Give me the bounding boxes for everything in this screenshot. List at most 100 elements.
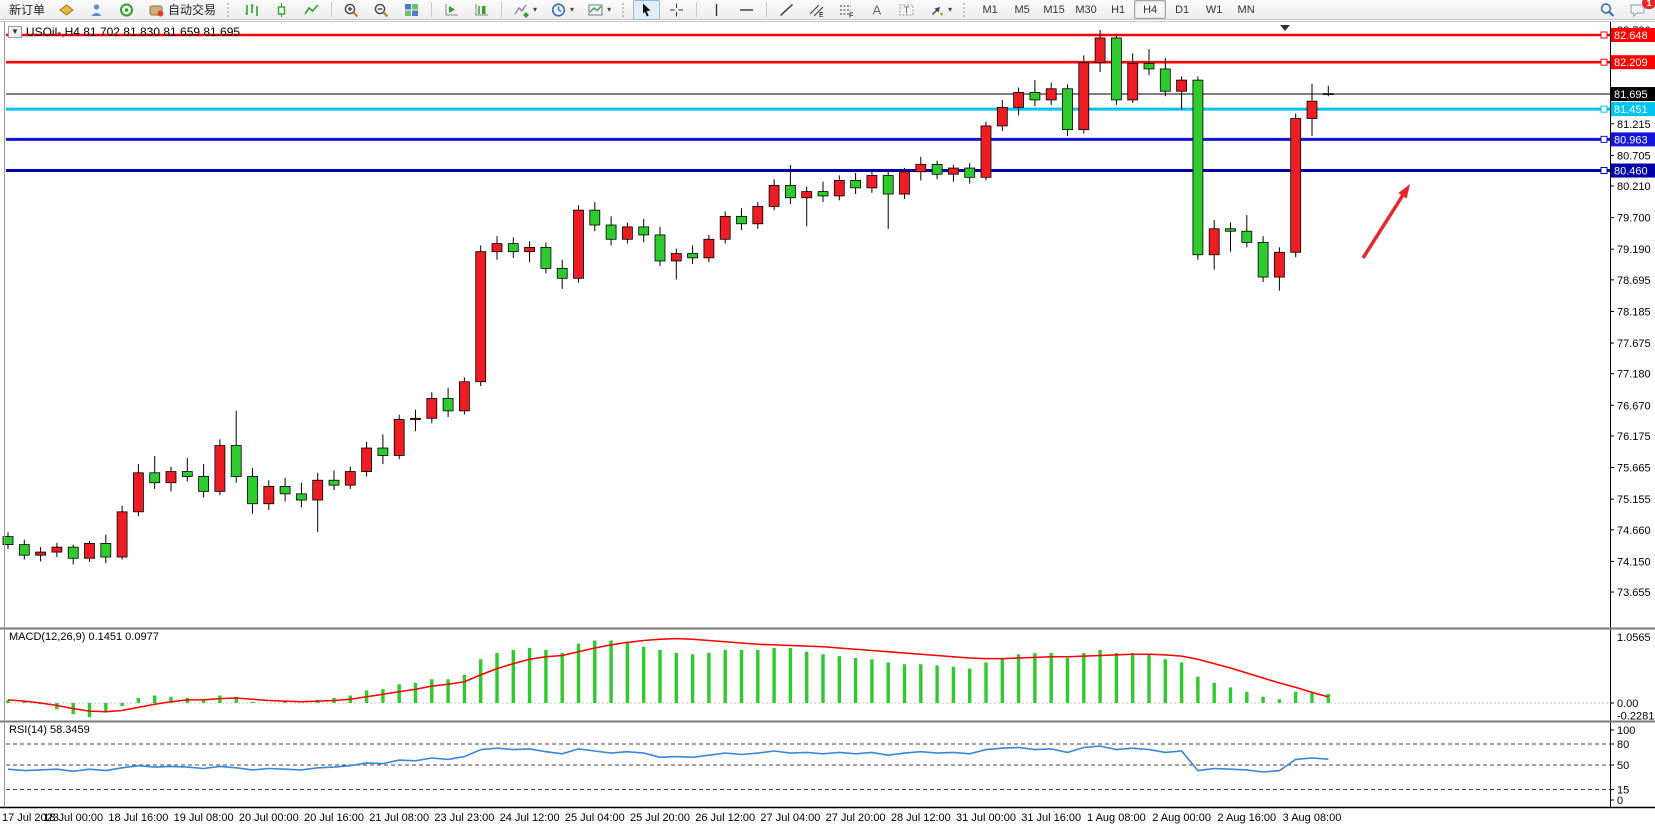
candle-body (1225, 228, 1236, 232)
crosshair-icon[interactable] (663, 0, 690, 20)
candle-body (1208, 228, 1220, 256)
periods-icon[interactable]: ▾ (545, 0, 579, 20)
templates-icon[interactable]: ▾ (582, 0, 616, 20)
rsi-axis-label: 15 (1617, 785, 1629, 797)
date-axis-label: 3 Aug 08:00 (1283, 812, 1342, 824)
zoom-out-icon[interactable] (368, 0, 395, 20)
new-order-button[interactable]: 新订单 (4, 0, 50, 20)
price-tick-label: 76.670 (1617, 400, 1651, 412)
line-chart-icon[interactable] (298, 0, 325, 20)
timeframe-m30[interactable]: M30 (1075, 3, 1097, 16)
price-tick-label: 78.695 (1617, 275, 1651, 287)
periods-icon-dropdown[interactable]: ▾ (570, 5, 575, 14)
date-axis-label: 21 Jul 08:00 (369, 812, 429, 824)
text-label-icon[interactable]: T (893, 0, 920, 20)
annotation-arrow[interactable] (1361, 194, 1405, 259)
timeframe-w1[interactable]: W1 (1205, 3, 1223, 16)
candle-body (524, 246, 535, 253)
candle-body (1062, 88, 1073, 131)
market-watch-icon[interactable] (83, 0, 110, 20)
date-axis-label: 28 Jul 12:00 (891, 812, 951, 824)
candlestick-icon[interactable] (268, 0, 295, 20)
candle-body (1078, 62, 1090, 131)
macd-signal-line (7, 637, 1329, 713)
timeframe-h4[interactable]: H4 (1134, 0, 1167, 19)
date-axis-label: 31 Jul 00:00 (956, 812, 1016, 824)
chart-title-bar[interactable]: ▼ USOil-,H4 81.702 81.830 81.659 81.695 (8, 25, 240, 39)
price-tick-label: 75.665 (1617, 463, 1651, 475)
level-handle-80.963[interactable] (1600, 135, 1608, 143)
channel-icon[interactable]: E (803, 0, 830, 20)
toolbar-grip (622, 2, 627, 17)
chart-background (0, 21, 1655, 830)
candle-body (589, 209, 601, 226)
candle-body (605, 224, 617, 240)
ohlc-bars-icon[interactable] (238, 0, 265, 20)
date-axis-label: 1 Aug 08:00 (1087, 812, 1146, 824)
toolbar-separator (696, 2, 698, 17)
indicators-icon[interactable]: ▾ (508, 0, 542, 20)
auto-scroll-icon[interactable] (438, 0, 465, 20)
candle-body (931, 163, 943, 175)
candle-body (165, 471, 177, 484)
indicators-icon-dropdown[interactable]: ▾ (533, 5, 538, 14)
horizontal-line-icon[interactable] (733, 0, 760, 20)
candle-body (768, 184, 780, 207)
price-tick-label: 74.660 (1617, 525, 1651, 537)
candle-body (35, 551, 46, 556)
candle-body (507, 243, 519, 253)
timeframe-m15[interactable]: M15 (1043, 3, 1065, 16)
level-handle-81.451[interactable] (1600, 105, 1608, 113)
candle-body (638, 226, 650, 236)
main-chart-canvas[interactable]: 82.73081.21580.70580.21079.70079.19078.6… (0, 21, 1655, 830)
candle-body (116, 511, 128, 558)
navigator-icon[interactable] (113, 0, 140, 20)
chart-shift-marker[interactable] (1280, 25, 1290, 31)
timeframe-h1[interactable]: H1 (1111, 3, 1126, 16)
candle-body (361, 447, 373, 472)
candle-body (214, 445, 226, 492)
chat-button[interactable]: 1 (1624, 0, 1655, 20)
level-handle-82.648[interactable] (1600, 31, 1608, 39)
autotrading-button[interactable]: 自动交易 (143, 0, 221, 20)
svg-text:E: E (819, 12, 824, 18)
fibonacci-icon[interactable]: F (833, 0, 860, 20)
toolbar: 新订单 自动交易 ▾ ▾ ▾ E F A T ▾ M1 M5 M15 M30 H1 H4 D1 W1 MN 1 (0, 0, 1655, 20)
candle-body (882, 175, 894, 195)
text-icon[interactable]: A (863, 0, 890, 20)
date-axis-label: 23 Jul 23:00 (434, 812, 494, 824)
candle-body (850, 180, 861, 189)
level-handle-80.460[interactable] (1600, 167, 1608, 175)
timeframe-m1[interactable]: M1 (982, 3, 998, 16)
arrows-icon[interactable]: ▾ (923, 0, 957, 20)
candle-body (736, 215, 747, 225)
toolbar-separator (501, 2, 503, 17)
cursor-icon[interactable] (633, 0, 661, 20)
level-handle-82.209[interactable] (1600, 58, 1608, 66)
symbol-dropdown-icon[interactable]: ▼ (8, 26, 22, 38)
trendline-icon[interactable] (773, 0, 800, 20)
candle-body (2, 536, 14, 546)
chart-shift-icon[interactable] (468, 0, 495, 20)
date-axis-label: 25 Jul 20:00 (630, 812, 690, 824)
chart-window: 82.73081.21580.70580.21079.70079.19078.6… (0, 21, 1655, 830)
zoom-in-icon[interactable] (338, 0, 365, 20)
vertical-line-icon[interactable] (703, 0, 730, 20)
level-price-label: 80.460 (1614, 166, 1648, 178)
arrows-icon-dropdown[interactable]: ▾ (948, 5, 953, 14)
date-axis-label: 31 Jul 16:00 (1021, 812, 1081, 824)
templates-icon-dropdown[interactable]: ▾ (607, 5, 612, 14)
search-icon[interactable] (1594, 0, 1621, 20)
toolbar-grip (227, 2, 232, 17)
timeframe-d1[interactable]: D1 (1175, 3, 1190, 16)
candle-body (964, 167, 976, 178)
timeframe-mn[interactable]: MN (1237, 3, 1255, 16)
level-price-label-box (1611, 132, 1655, 147)
tile-windows-icon[interactable] (398, 0, 425, 20)
timeframe-m5[interactable]: M5 (1014, 3, 1030, 16)
bid-price-label: 81.695 (1614, 89, 1648, 101)
candle-body (654, 234, 666, 262)
macd-label: MACD(12,26,9) 0.1451 0.0977 (9, 631, 159, 643)
history-center-icon[interactable] (53, 0, 80, 20)
chat-badge: 1 (1642, 0, 1655, 9)
